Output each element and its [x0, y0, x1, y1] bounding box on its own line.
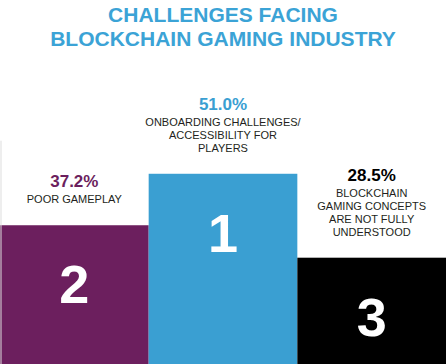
category-label: BLOCKCHAINGAMING CONCEPTSARE NOT FULLYUN…	[317, 187, 426, 238]
category-label: ONBOARDING CHALLENGES/ACCESSIBILITY FORP…	[145, 116, 301, 154]
labels: POOR GAMEPLAY 37.2% ONBOARDING CHALLENGES/…	[27, 95, 426, 238]
value-label: 28.5%	[348, 166, 396, 185]
category-line: PLAYERS	[198, 142, 248, 154]
category-line: POOR GAMEPLAY	[27, 193, 123, 205]
value-label: 51.0%	[199, 95, 247, 114]
category-line: GAMING CONCEPTS	[317, 200, 426, 212]
rank-label: 1	[208, 203, 238, 263]
category-line: ONBOARDING CHALLENGES/	[145, 116, 301, 128]
chart: CHALLENGES FACINGBLOCKCHAIN GAMING INDUS…	[0, 0, 446, 364]
rank-label: 3	[357, 287, 387, 347]
y-axis-line	[1, 141, 2, 364]
category-line: UNDERSTOOD	[333, 226, 411, 238]
category-line: BLOCKCHAIN	[336, 187, 408, 199]
bars	[0, 174, 446, 364]
bar	[149, 174, 298, 364]
category-line: ARE NOT FULLY	[329, 213, 415, 225]
category-label: POOR GAMEPLAY	[27, 193, 123, 205]
rank-label: 2	[59, 254, 89, 314]
title-line: BLOCKCHAIN GAMING INDUSTRY	[50, 27, 396, 50]
bar	[297, 258, 446, 364]
value-label: 37.2%	[50, 172, 98, 191]
title-line: CHALLENGES FACING	[108, 3, 338, 26]
bar	[0, 225, 149, 364]
title: CHALLENGES FACINGBLOCKCHAIN GAMING INDUS…	[50, 3, 396, 50]
y-axis	[1, 141, 2, 364]
category-line: ACCESSIBILITY FOR	[169, 129, 277, 141]
